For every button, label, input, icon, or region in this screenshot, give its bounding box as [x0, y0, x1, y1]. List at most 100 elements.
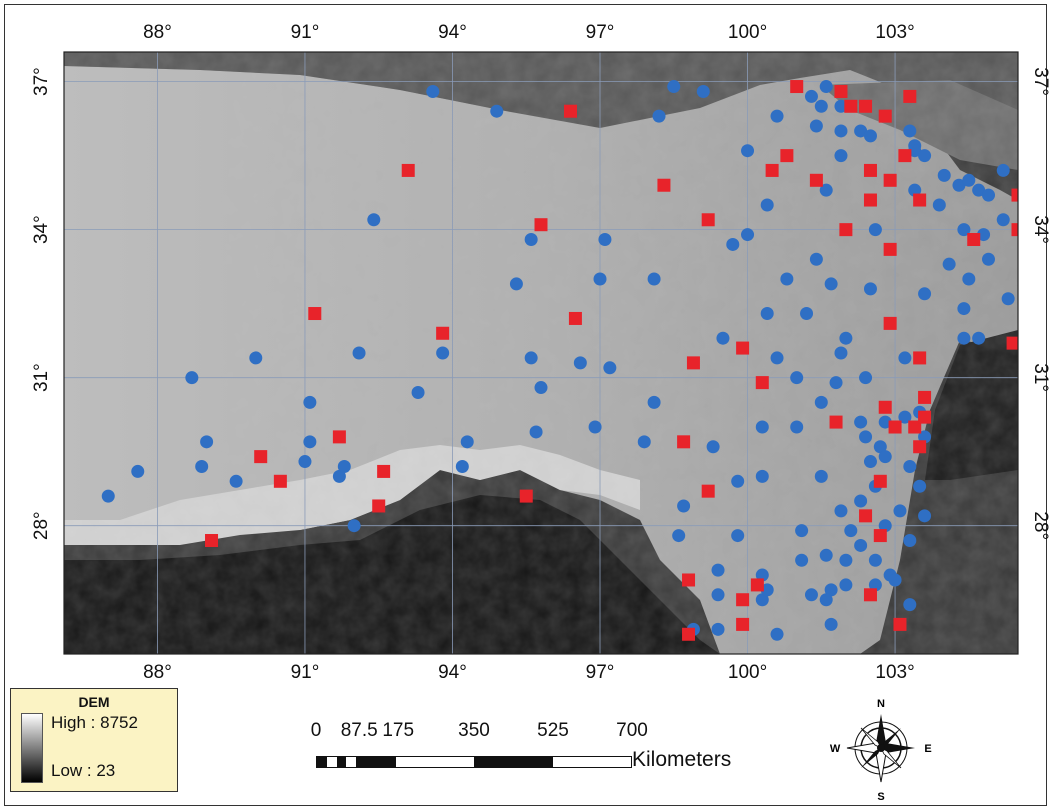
- station-square-marker: [839, 223, 853, 237]
- scale-segment: [395, 757, 474, 767]
- scale-tick-label: 700: [616, 720, 648, 741]
- station-circle-marker: [1001, 292, 1015, 306]
- station-circle-marker: [509, 277, 523, 291]
- station-square-marker: [790, 80, 804, 94]
- station-circle-marker: [918, 287, 932, 301]
- compass-west: W: [830, 743, 841, 755]
- station-circle-marker: [942, 257, 956, 271]
- scale-segment: [474, 757, 553, 767]
- compass-south: S: [877, 791, 884, 803]
- station-circle-marker: [957, 223, 971, 237]
- station-circle-marker: [819, 183, 833, 197]
- dem-legend: DEM High : 8752 Low : 23: [10, 688, 178, 792]
- station-circle-marker: [932, 198, 946, 212]
- station-square-marker: [903, 89, 917, 103]
- station-circle-marker: [598, 233, 612, 247]
- scale-bar-graphic: [316, 756, 632, 768]
- station-circle-marker: [809, 252, 823, 266]
- station-circle-marker: [878, 450, 892, 464]
- station-circle-marker: [903, 124, 917, 138]
- scale-tick-label: 87.5: [340, 720, 378, 741]
- station-square-marker: [888, 420, 902, 434]
- station-circle-marker: [711, 588, 725, 602]
- station-circle-marker: [780, 272, 794, 286]
- station-circle-marker: [185, 371, 199, 385]
- scale-tick-label: 525: [537, 720, 569, 741]
- station-square-marker: [918, 410, 932, 424]
- legend-color-ramp: [21, 713, 43, 783]
- station-square-marker: [1021, 322, 1034, 335]
- station-circle-marker: [588, 420, 602, 434]
- station-circle-marker: [868, 578, 882, 592]
- station-circle-marker: [529, 425, 543, 439]
- station-circle-marker: [834, 346, 848, 360]
- station-square-marker: [873, 529, 887, 543]
- station-square-marker: [765, 163, 779, 177]
- station-circle-marker: [903, 534, 917, 548]
- station-square-marker: [736, 341, 750, 355]
- station-square-marker: [308, 307, 322, 321]
- station-circle-marker: [868, 223, 882, 237]
- station-square-marker: [205, 534, 219, 548]
- station-circle-marker: [534, 381, 548, 395]
- station-circle-marker: [814, 469, 828, 483]
- station-square-marker: [873, 474, 887, 488]
- station-circle-marker: [303, 435, 317, 449]
- graticule: [64, 52, 1018, 654]
- station-square-marker: [859, 99, 873, 113]
- station-circle-marker: [790, 420, 804, 434]
- station-circle-marker: [918, 430, 932, 444]
- station-circle-marker: [868, 553, 882, 567]
- station-circle-marker: [436, 346, 450, 360]
- station-circle-marker: [760, 307, 774, 321]
- station-circle-marker: [962, 272, 976, 286]
- station-square-marker: [863, 588, 877, 602]
- station-square-marker: [878, 109, 892, 123]
- scale-segment: [346, 757, 357, 767]
- station-circle-marker: [962, 173, 976, 187]
- station-square-marker: [898, 149, 912, 163]
- station-circle-marker: [834, 149, 848, 163]
- station-square-marker: [863, 193, 877, 207]
- station-circle-marker: [524, 233, 538, 247]
- station-square-marker: [967, 233, 981, 247]
- lon-tick-label: 88°: [143, 22, 172, 43]
- station-square-marker: [1011, 188, 1018, 202]
- station-circle-marker: [800, 307, 814, 321]
- station-square-marker: [401, 163, 415, 177]
- lat-tick-label: 37°: [1030, 67, 1051, 96]
- station-square-marker: [701, 213, 715, 227]
- station-circle-marker: [716, 331, 730, 345]
- station-circle-marker: [337, 459, 351, 473]
- scale-segment: [356, 757, 396, 767]
- station-circle-marker: [677, 499, 691, 513]
- station-circle-marker: [981, 188, 995, 202]
- station-square-marker: [829, 415, 843, 429]
- station-circle-marker: [814, 99, 828, 113]
- station-circle-marker: [352, 346, 366, 360]
- station-circle-marker: [652, 109, 666, 123]
- station-circle-marker: [854, 124, 868, 138]
- station-circle-marker: [972, 331, 986, 345]
- station-square-marker: [519, 489, 533, 503]
- lon-tick-label: 100°: [728, 662, 767, 683]
- station-circle-marker: [770, 109, 784, 123]
- station-square-marker: [913, 193, 927, 207]
- lon-tick-label: 91°: [291, 22, 320, 43]
- lat-tick-label: 34°: [1030, 215, 1051, 244]
- station-circle-marker: [824, 617, 838, 631]
- lon-tick-label: 100°: [728, 22, 767, 43]
- station-circle-marker: [839, 331, 853, 345]
- station-circle-marker: [711, 622, 725, 636]
- station-circle-marker: [918, 149, 932, 163]
- scale-tick-label: 175: [382, 720, 415, 741]
- station-circle-marker: [755, 568, 769, 582]
- lon-tick-label: 88°: [143, 662, 172, 683]
- station-circle-marker: [819, 80, 833, 94]
- station-square-marker: [1006, 336, 1018, 350]
- station-square-marker: [686, 356, 700, 370]
- station-circle-marker: [913, 479, 927, 493]
- legend-title: DEM: [78, 694, 110, 710]
- station-circle-marker: [873, 440, 887, 454]
- map-border: [63, 51, 1019, 655]
